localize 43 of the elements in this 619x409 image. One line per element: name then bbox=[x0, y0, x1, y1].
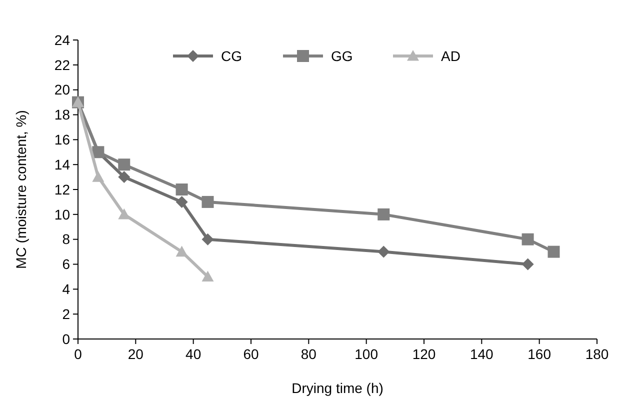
y-tick-label: 24 bbox=[54, 32, 70, 48]
y-tick-label: 2 bbox=[62, 306, 70, 322]
y-tick-label: 0 bbox=[62, 330, 70, 347]
y-tick-label: 8 bbox=[62, 231, 70, 248]
x-tick-label: 160 bbox=[528, 346, 552, 362]
x-tick-label: 100 bbox=[354, 346, 378, 362]
point bbox=[202, 270, 214, 282]
y-tick-label: 16 bbox=[54, 132, 70, 148]
point bbox=[92, 171, 104, 182]
x-tick-label: 80 bbox=[300, 346, 317, 362]
point bbox=[378, 208, 390, 220]
point bbox=[118, 171, 130, 184]
legend-label: CG bbox=[221, 48, 242, 64]
point bbox=[176, 196, 188, 208]
legend-label: GG bbox=[331, 48, 353, 64]
y-axis-title: MC (moisture content, %) bbox=[13, 110, 29, 269]
y-tick-label: 20 bbox=[54, 82, 70, 98]
point bbox=[522, 233, 534, 246]
y-tick-label: 22 bbox=[54, 56, 70, 73]
point bbox=[202, 196, 214, 208]
point bbox=[378, 246, 390, 258]
point bbox=[548, 246, 560, 258]
point bbox=[118, 158, 130, 171]
y-tick-label: 14 bbox=[54, 156, 70, 172]
x-tick-label: 0 bbox=[74, 346, 82, 362]
point bbox=[522, 258, 534, 270]
point bbox=[202, 233, 214, 246]
x-tick-label: 120 bbox=[412, 346, 436, 362]
y-tick-label: 12 bbox=[54, 181, 70, 198]
y-tick-label: 10 bbox=[54, 206, 70, 222]
y-tick-label: 18 bbox=[54, 106, 70, 123]
legend-label: AD bbox=[441, 48, 460, 64]
x-tick-label: 180 bbox=[585, 346, 609, 362]
x-tick-label: 40 bbox=[186, 346, 202, 362]
x-tick-label: 140 bbox=[470, 346, 494, 362]
point bbox=[118, 208, 130, 220]
y-tick-label: 4 bbox=[62, 281, 70, 298]
x-tick-label: 60 bbox=[243, 346, 259, 362]
y-tick-label: 6 bbox=[62, 256, 70, 272]
point bbox=[176, 246, 188, 257]
x-axis-title: Drying time (h) bbox=[292, 380, 384, 396]
point bbox=[176, 184, 188, 196]
x-tick-label: 20 bbox=[128, 346, 144, 362]
